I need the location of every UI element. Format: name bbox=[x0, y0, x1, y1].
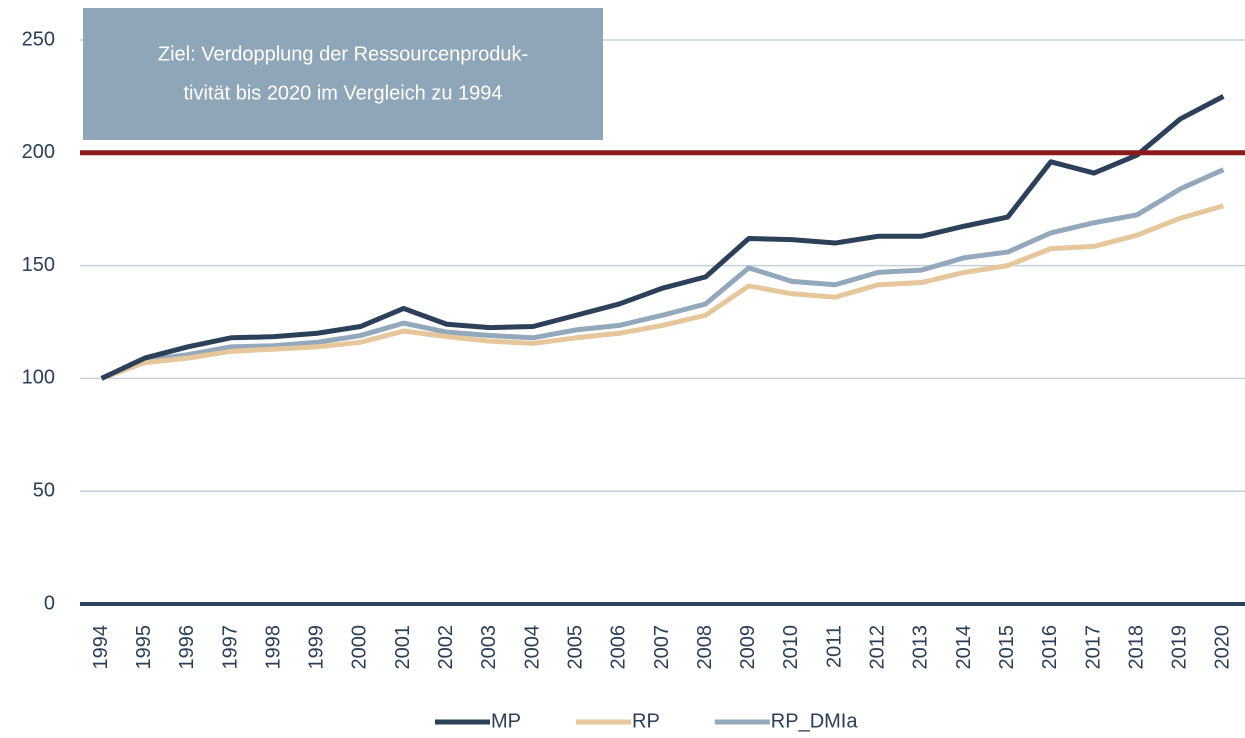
x-tick-label: 1996 bbox=[176, 625, 198, 670]
annotation-line: Ziel: Verdopplung der Ressourcenproduk- bbox=[158, 43, 528, 65]
x-tick-label: 2015 bbox=[996, 625, 1018, 670]
x-tick-label: 1994 bbox=[90, 625, 112, 670]
x-tick-label: 2002 bbox=[435, 625, 457, 670]
x-tick-label: 2008 bbox=[694, 625, 716, 670]
y-tick-label: 200 bbox=[22, 141, 55, 163]
x-tick-label: 2016 bbox=[1039, 625, 1061, 670]
x-tick-label: 2019 bbox=[1169, 625, 1191, 670]
x-tick-label: 2014 bbox=[953, 625, 975, 670]
annotation-line: tivität bis 2020 im Vergleich zu 1994 bbox=[183, 82, 502, 104]
annotation-box bbox=[83, 8, 603, 140]
x-tick-label: 2009 bbox=[737, 625, 759, 670]
data-line bbox=[100, 94, 1225, 381]
x-tick-label: 2017 bbox=[1082, 625, 1104, 670]
x-tick-label: 2001 bbox=[392, 625, 414, 670]
data-line bbox=[100, 167, 1225, 381]
x-tick-label: 2018 bbox=[1125, 625, 1147, 670]
x-tick-label: 2000 bbox=[349, 625, 371, 670]
x-tick-label: 2006 bbox=[608, 625, 630, 670]
legend-label: MP bbox=[491, 710, 521, 732]
x-tick-label: 1997 bbox=[219, 625, 241, 670]
x-tick-label: 2007 bbox=[651, 625, 673, 670]
x-tick-label: 1998 bbox=[262, 625, 284, 670]
y-tick-label: 150 bbox=[22, 254, 55, 276]
y-tick-label: 50 bbox=[33, 479, 55, 501]
x-tick-label: 2012 bbox=[867, 625, 889, 670]
x-tick-label: 2004 bbox=[521, 625, 543, 670]
x-tick-label: 2003 bbox=[478, 625, 500, 670]
x-tick-label: 2013 bbox=[910, 625, 932, 670]
x-tick-label: 2005 bbox=[564, 625, 586, 670]
legend-label: RP bbox=[632, 710, 660, 732]
x-tick-label: 1999 bbox=[306, 625, 328, 670]
x-tick-label: 2011 bbox=[823, 625, 845, 668]
legend-label: RP_DMIa bbox=[771, 710, 859, 732]
y-tick-label: 100 bbox=[22, 367, 55, 389]
x-tick-label: 1995 bbox=[133, 625, 155, 670]
y-tick-label: 250 bbox=[22, 28, 55, 50]
x-tick-label: 2010 bbox=[780, 625, 802, 670]
data-line bbox=[100, 203, 1225, 381]
x-tick-label: 2020 bbox=[1212, 625, 1234, 670]
y-tick-label: 0 bbox=[44, 592, 55, 614]
